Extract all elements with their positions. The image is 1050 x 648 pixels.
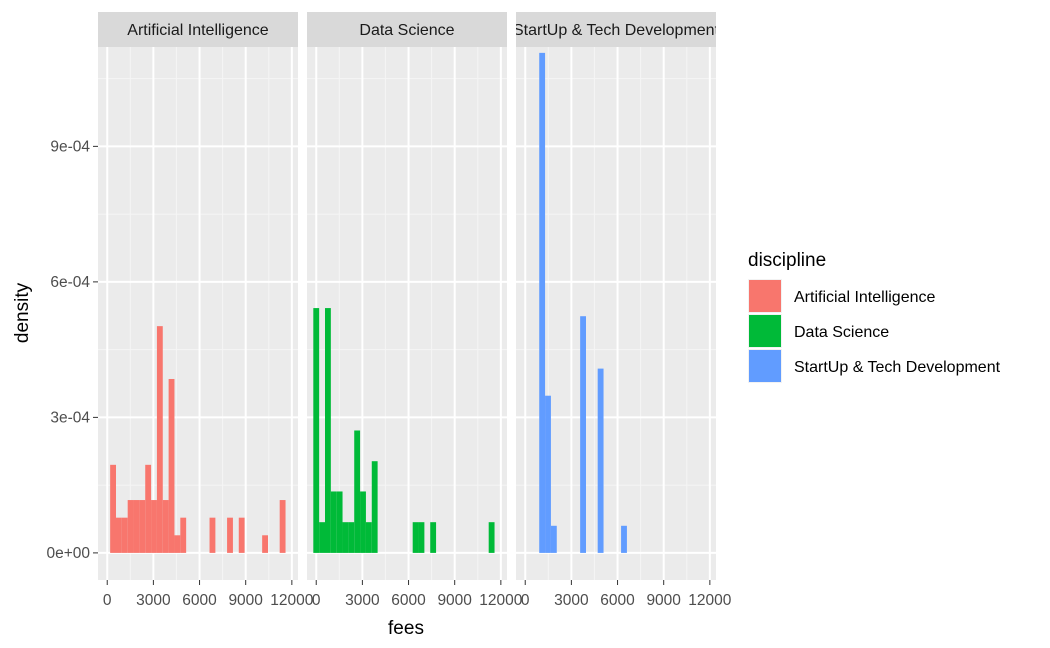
legend-title: discipline <box>748 250 826 271</box>
x-tick-label: 6000 <box>600 592 635 609</box>
histogram-bar <box>156 326 163 553</box>
panel-background <box>98 47 298 580</box>
facet-strip-label: Data Science <box>359 22 454 39</box>
histogram-bar <box>180 517 187 553</box>
facet-strip <box>98 12 298 47</box>
y-tick-label: 0e+00 <box>46 545 90 562</box>
histogram-bar <box>139 500 146 553</box>
x-tick-label: 12000 <box>270 592 313 609</box>
x-tick-label: 9000 <box>646 592 681 609</box>
legend-label: Data Science <box>794 324 889 341</box>
histogram-bar <box>238 517 245 553</box>
histogram-bar <box>371 461 378 553</box>
x-tick-label: 12000 <box>688 592 731 609</box>
histogram-bar <box>313 308 320 553</box>
y-tick-label: 3e-04 <box>50 409 90 426</box>
y-tick-label: 6e-04 <box>50 274 90 291</box>
histogram-bar <box>116 517 122 553</box>
histogram-bar <box>336 491 343 553</box>
histogram-bar <box>348 522 355 553</box>
histogram-bar <box>110 464 116 553</box>
facet-panel: Artificial Intelligence <box>98 12 298 580</box>
histogram-bar <box>342 522 349 553</box>
x-tick-label: 3000 <box>554 592 589 609</box>
panel-background <box>307 47 507 580</box>
facet-strip-label: Artificial Intelligence <box>127 22 269 39</box>
facet-strip <box>307 12 507 47</box>
histogram-bar <box>227 517 233 553</box>
legend: discipline Artificial Intelligence Data S… <box>748 250 1001 383</box>
legend-label: Artificial Intelligence <box>794 289 936 306</box>
histogram-bar <box>262 535 268 553</box>
histogram-bar <box>145 464 152 553</box>
histogram-bar <box>360 491 366 553</box>
x-tick-label: 12000 <box>479 592 522 609</box>
x-tick-label: 0 <box>103 592 112 609</box>
x-tick-label: 6000 <box>182 592 217 609</box>
histogram-bar <box>597 368 604 553</box>
legend-swatch <box>749 350 781 382</box>
facet-panel: Data Science <box>307 12 507 580</box>
facet-panels: Artificial Intelligence Data Science Start… <box>98 12 720 580</box>
histogram-bar <box>279 500 286 553</box>
histogram-bar <box>133 500 140 553</box>
histogram-bar <box>127 500 134 553</box>
x-tick-label: 3000 <box>345 592 380 609</box>
histogram-bar <box>430 522 437 553</box>
x-axis-title: fees <box>388 618 424 639</box>
x-tick-label: 3000 <box>136 592 171 609</box>
facet-panel: StartUp & Tech Development <box>513 12 720 580</box>
histogram-bar <box>330 491 337 553</box>
x-tick-label: 0 <box>521 592 530 609</box>
histogram-bar <box>325 308 331 553</box>
histogram-bar <box>580 316 586 553</box>
histogram-bar <box>209 517 216 553</box>
x-tick-label: 6000 <box>391 592 426 609</box>
histogram-bar <box>365 522 372 553</box>
histogram-bar <box>418 522 425 553</box>
histogram-bar <box>412 522 419 553</box>
facet-strip-label: StartUp & Tech Development <box>513 22 720 39</box>
histogram-bar <box>550 525 557 553</box>
histogram-bar <box>121 517 128 553</box>
legend-label: StartUp & Tech Development <box>794 359 1001 376</box>
legend-swatch <box>749 315 781 347</box>
histogram-bar <box>319 522 325 553</box>
y-tick-label: 9e-04 <box>50 138 90 155</box>
legend-swatch <box>749 280 781 312</box>
histogram-bar <box>168 378 175 553</box>
histogram-bar <box>151 500 157 553</box>
histogram-bar <box>545 395 551 553</box>
y-axis-title: density <box>12 282 33 343</box>
x-tick-label: 9000 <box>437 592 472 609</box>
y-axis: 0e+00 3e-04 6e-04 9e-04 <box>46 138 98 562</box>
x-tick-label: 0 <box>312 592 321 609</box>
x-tick-label: 9000 <box>228 592 263 609</box>
histogram-bar <box>174 535 181 553</box>
histogram-bar <box>539 52 546 553</box>
histogram-bar <box>488 522 495 553</box>
histogram-bar <box>621 525 627 553</box>
facet-strip <box>516 12 716 47</box>
histogram-bar <box>162 500 169 553</box>
histogram-bar <box>354 430 361 553</box>
